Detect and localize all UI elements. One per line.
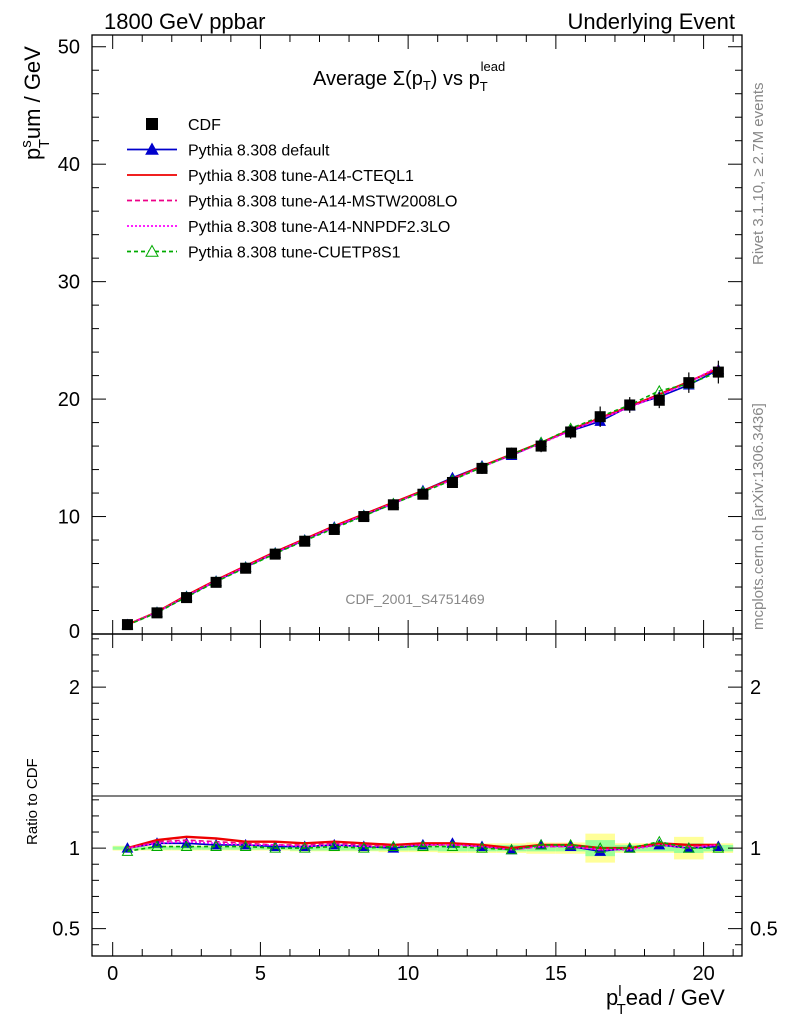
data-point [594, 411, 606, 423]
ratio-series-point [180, 840, 193, 852]
ratio-tick-label-right: 0.5 [750, 919, 778, 941]
ratio-series-point [121, 845, 134, 856]
ratio-series-point [476, 842, 488, 853]
ratio-tick-label-left: 1 [69, 838, 80, 860]
chart-title: Average Σ(pT) vs pTlead [313, 59, 505, 94]
header-left: 1800 GeV ppbar [104, 9, 265, 34]
x-tick-label: 15 [545, 963, 567, 985]
data-point [358, 511, 370, 523]
data-point [446, 476, 458, 488]
ratio-series-point [682, 842, 695, 853]
data-point [387, 499, 399, 511]
data-point [299, 535, 311, 547]
data-point [535, 440, 547, 452]
y-tick-label: 20 [58, 389, 80, 411]
main-series-group [121, 360, 725, 631]
ratio-series-point [623, 842, 636, 853]
data-point [328, 523, 340, 535]
data-point [476, 462, 488, 474]
ratio-series-point [239, 840, 252, 852]
legend-marker [145, 142, 159, 155]
ratio-series-point [594, 845, 607, 856]
data-point [121, 619, 133, 631]
ratio-series-point [387, 842, 400, 853]
ratio-series-point [387, 840, 400, 852]
data-point [210, 576, 222, 588]
ratio-series-line [127, 840, 719, 851]
y-tick-label-zero: 0 [69, 621, 80, 643]
ratio-tick-label-left: 0.5 [52, 919, 80, 941]
legend-marker [145, 244, 159, 257]
ratio-series-point [151, 840, 163, 852]
header-right: Underlying Event [567, 9, 735, 34]
data-point [506, 447, 518, 459]
data-point [151, 607, 163, 619]
ratio-series-point [712, 842, 725, 853]
y-axis-label: psTum / GeV [18, 46, 53, 160]
legend-label: Pythia 8.308 tune-CUETP8S1 [188, 245, 401, 262]
ratio-series-point [269, 842, 282, 853]
ratio-series-point [298, 842, 311, 853]
legend-label: CDF [188, 117, 221, 134]
legend-label: Pythia 8.308 tune-A14-CTEQL1 [188, 168, 414, 185]
ratio-series-point [417, 840, 429, 852]
ratio-series-point [446, 840, 459, 852]
ratio-tick-label-right: 2 [750, 677, 761, 699]
legend-label: Pythia 8.308 default [188, 143, 330, 160]
rivet-label: Rivet 3.1.10, ≥ 2.7M events [750, 83, 767, 266]
legend-marker-data [146, 118, 158, 130]
axis-tick-labels: 0 5 10 15 20 10 20 30 40 50 0 0.5 0.5 1 1 2 2 [52, 37, 778, 985]
ratio-tick-label-right: 1 [750, 838, 761, 860]
ratio-band-inner [171, 846, 202, 850]
data-point [683, 377, 695, 389]
ratio-series-point [210, 840, 222, 852]
ratio-tick-label-left: 2 [69, 677, 80, 699]
data-point [653, 394, 665, 406]
data-point [624, 399, 636, 411]
data-point [712, 366, 724, 378]
ratio-series-point [357, 842, 370, 853]
legend-label: Pythia 8.308 tune-A14-NNPDF2.3LO [188, 219, 450, 236]
data-point [417, 488, 429, 500]
data-point [565, 426, 577, 438]
ratio-plot-frame [91, 633, 743, 957]
ratio-series-point [653, 835, 666, 847]
x-tick-label: 10 [397, 963, 419, 985]
ratio-series-group [121, 835, 725, 856]
data-point [181, 592, 193, 604]
ratio-series-point [535, 838, 547, 850]
x-tick-label: 20 [692, 963, 714, 985]
legend: CDF Pythia 8.308 default Pythia 8.308 tune… [127, 117, 457, 262]
ratio-band-inner [437, 844, 468, 852]
x-tick-label: 0 [107, 963, 118, 985]
ratio-series-point [594, 842, 607, 853]
x-tick-label: 5 [255, 963, 266, 985]
ratio-series-point [328, 840, 341, 852]
mcplots-label: mcplots.cern.ch [arXiv:1306.3436] [750, 403, 767, 630]
y-tick-label: 30 [58, 272, 80, 294]
axis-ticks [92, 35, 742, 956]
y-tick-label: 10 [58, 507, 80, 529]
data-point [269, 548, 281, 560]
analysis-watermark: CDF_2001_S4751469 [345, 591, 485, 607]
y-tick-label: 40 [58, 154, 80, 176]
ratio-series-point [564, 838, 577, 850]
x-axis-label: pl Tead / GeV [606, 983, 725, 1018]
ratio-y-axis-label: Ratio to CDF [24, 758, 41, 845]
ratio-series-line [127, 840, 719, 853]
y-tick-label: 50 [58, 37, 80, 59]
data-point [240, 562, 252, 574]
ratio-series-point [505, 843, 518, 855]
ratio-band-inner [142, 846, 172, 850]
legend-label: Pythia 8.308 tune-A14-MSTW2008LO [188, 194, 457, 211]
